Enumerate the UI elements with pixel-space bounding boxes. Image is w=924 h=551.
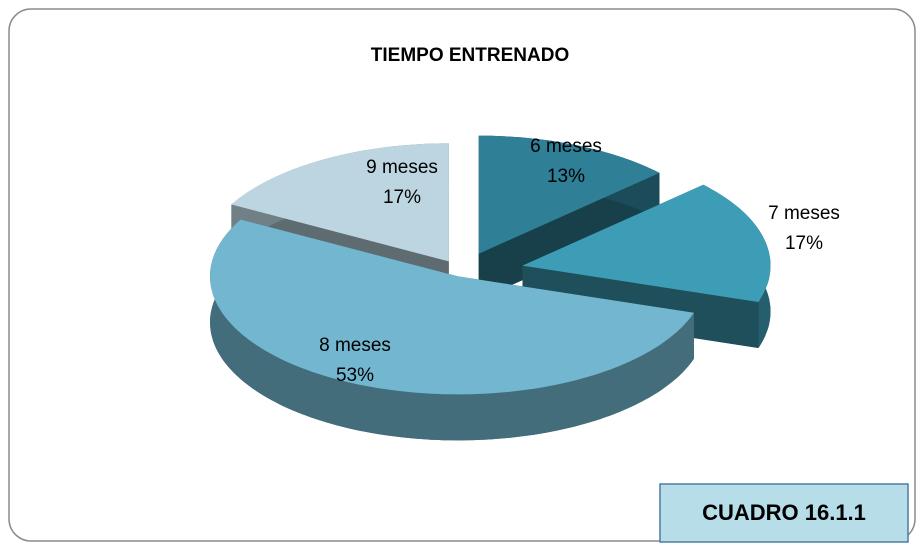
labels: 6 meses 13% 7 meses 17% 8 meses 53% 9 meses 17%	[319, 136, 840, 386]
annotation: CUADRO 16.1.1	[702, 500, 866, 525]
data-label-value: 17%	[785, 233, 823, 254]
chart-frame	[8, 8, 916, 542]
data-label-category: 9 meses	[366, 157, 438, 178]
data-label-category: 8 meses	[319, 335, 391, 356]
data-label-value: 13%	[547, 166, 585, 187]
slice	[231, 143, 449, 262]
annotation-box	[659, 483, 909, 543]
slice	[522, 184, 771, 302]
pie	[210, 135, 771, 441]
data-label-category: 7 meses	[768, 203, 840, 224]
slice	[210, 219, 694, 395]
slice	[478, 135, 660, 254]
data-label-value: 53%	[336, 365, 374, 386]
data-label-value: 17%	[383, 187, 421, 208]
chart-title: TIEMPO ENTRENADO	[371, 45, 569, 66]
slice-rim	[210, 219, 694, 441]
data-label-category: 6 meses	[530, 136, 602, 157]
